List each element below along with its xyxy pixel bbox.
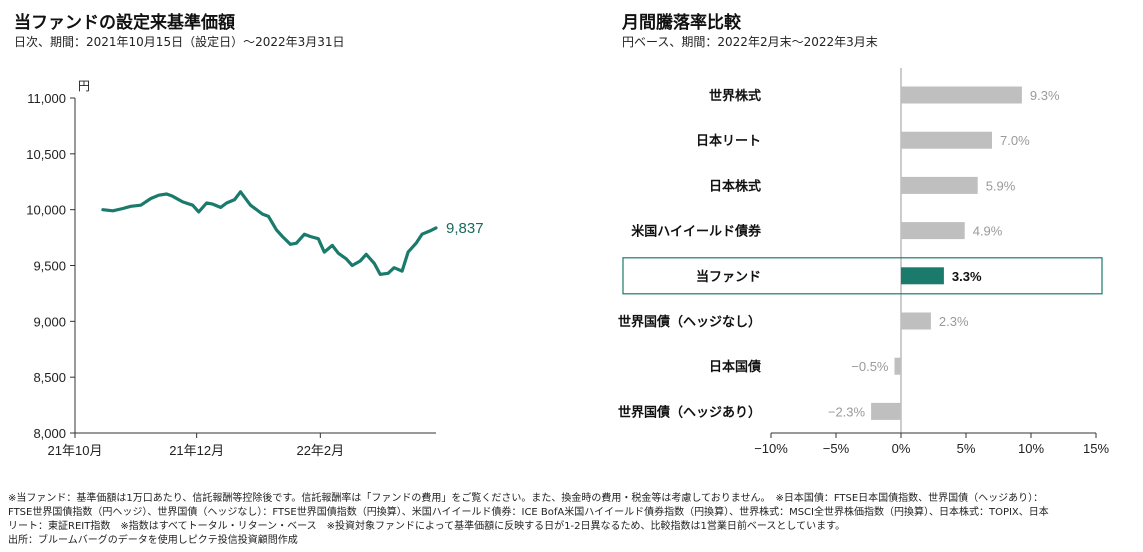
value-label: 4.9% bbox=[973, 224, 1003, 239]
nav-line-chart: 円 11,000 10,500 10,000 9,500 9,000 8,500 8,000… bbox=[26, 79, 484, 458]
x-tick-label: −5% bbox=[823, 441, 850, 456]
monthly-return-bar-chart: 世界株式 9.3% 日本リート 7.0% 日本株式 5.9% 米国ハイイールド債券 4.9% 当… bbox=[618, 68, 1109, 456]
bar-highlight bbox=[901, 267, 944, 285]
x-tick-label: −10% bbox=[754, 441, 788, 456]
category-label: 米国ハイイールド債券 bbox=[631, 224, 762, 239]
category-label: 日本株式 bbox=[709, 178, 761, 193]
value-label: 5.9% bbox=[986, 178, 1016, 193]
value-label: 2.3% bbox=[939, 314, 969, 329]
y-tick-label: 11,000 bbox=[27, 91, 66, 106]
x-tick-label: 21年10月 bbox=[48, 443, 103, 458]
value-label: 9.3% bbox=[1030, 88, 1060, 103]
x-tick-label: 21年12月 bbox=[169, 443, 224, 458]
bar bbox=[871, 402, 901, 420]
y-tick-label: 8,000 bbox=[33, 426, 66, 441]
x-tick-label: 22年2月 bbox=[296, 443, 344, 458]
y-axis-unit: 円 bbox=[78, 79, 90, 93]
y-tick-label: 8,500 bbox=[33, 370, 66, 385]
category-label: 日本国債 bbox=[709, 359, 761, 374]
bar bbox=[901, 312, 931, 330]
y-tick-label: 9,000 bbox=[33, 314, 66, 329]
nav-series-line bbox=[101, 190, 438, 276]
bar bbox=[901, 222, 965, 240]
category-label: 世界国債（ヘッジなし） bbox=[618, 314, 761, 329]
x-tick-label: 0% bbox=[892, 441, 911, 456]
category-label: 世界株式 bbox=[709, 88, 761, 103]
value-label: −0.5% bbox=[851, 359, 889, 374]
y-tick-label: 10,500 bbox=[26, 147, 66, 162]
bar bbox=[901, 131, 992, 149]
footnote-line: 出所：ブルームバーグのデータを使用しピクテ投信投資顧問作成 bbox=[8, 535, 298, 546]
x-tick-label: 5% bbox=[957, 441, 976, 456]
bar bbox=[901, 86, 1022, 104]
x-tick-label: 15% bbox=[1083, 441, 1109, 456]
highlight-box bbox=[622, 257, 1103, 295]
footnote-line: FTSE世界国債指数（円ヘッジ）、世界国債（ヘッジなし）：FTSE世界国債指数（… bbox=[8, 507, 1049, 518]
category-label: 世界国債（ヘッジあり） bbox=[618, 404, 761, 419]
value-label: 3.3% bbox=[952, 269, 982, 284]
category-label: 当ファンド bbox=[696, 269, 761, 284]
footnote-line: ※当ファンド：基準価額は1万口あたり、信託報酬等控除後です。信託報酬率は「ファン… bbox=[8, 493, 1044, 504]
y-tick-label: 10,000 bbox=[26, 203, 66, 218]
nav-end-value-label: 9,837 bbox=[446, 220, 484, 237]
right-chart-subtitle: 円ベース、期間：2022年2月末～2022年3月末 bbox=[622, 35, 878, 49]
bar bbox=[901, 176, 978, 194]
value-label: −2.3% bbox=[828, 404, 866, 419]
bar bbox=[894, 357, 901, 375]
left-chart-title: 当ファンドの設定来基準価額 bbox=[14, 13, 235, 33]
footnotes: ※当ファンド：基準価額は1万口あたり、信託報酬等控除後です。信託報酬率は「ファン… bbox=[8, 492, 1138, 548]
y-tick-label: 9,500 bbox=[33, 259, 66, 274]
value-label: 7.0% bbox=[1000, 133, 1030, 148]
footnote-line: リート：東証REIT指数 ※指数はすべてトータル・リターン・ベース ※投資対象フ… bbox=[8, 521, 846, 532]
category-label: 日本リート bbox=[696, 133, 761, 148]
left-chart-subtitle: 日次、期間：2021年10月15日（設定日）～2022年3月31日 bbox=[14, 35, 345, 49]
x-tick-label: 10% bbox=[1018, 441, 1044, 456]
right-chart-title: 月間騰落率比較 bbox=[622, 13, 741, 33]
